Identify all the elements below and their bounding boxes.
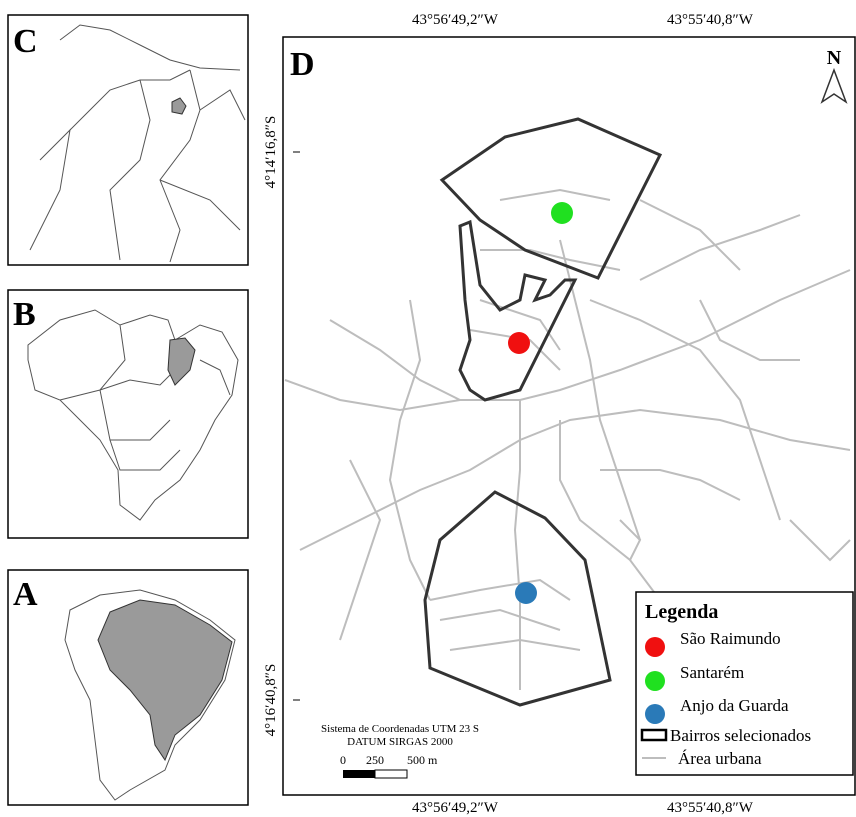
scale-label: 500 m [407,753,438,767]
scale-label: 0 [340,753,346,767]
panel-label: A [13,576,38,613]
scale-bar [375,770,407,778]
legend-label: Santarém [680,663,744,682]
scale-bar [343,770,375,778]
scale-label: 250 [366,753,384,767]
scale-system: Sistema de Coordenadas UTM 23 S [321,723,479,735]
north-label: N [827,47,842,69]
legend-swatch [645,704,665,724]
legend-label: Bairros selecionados [670,726,811,745]
legend-label: Anjo da Guarda [680,696,789,715]
legend-swatch [645,637,665,657]
legend-label: São Raimundo [680,629,781,648]
location-point [515,582,537,604]
coordinate-label: 43°55′40,8″W [667,12,754,28]
coordinate-label: 4°16′40,8″S [263,664,279,737]
legend-label: Área urbana [678,749,762,768]
panel-label: B [13,296,36,333]
location-point [551,202,573,224]
coordinate-label: 4°14′16,8″S [263,116,279,189]
panel-label: D [290,46,315,83]
location-point [508,332,530,354]
legend-swatch [645,671,665,691]
map-figure: C B A D 43°56′49,2″W 43°55′40,8″W 43°56′… [0,0,856,817]
coordinate-label: 43°55′40,8″W [667,800,754,816]
panel-c [8,15,248,265]
legend-swatch [642,730,666,740]
panel-b [8,290,248,538]
legend-title: Legenda [645,601,718,623]
coordinate-label: 43°56′49,2″W [412,800,499,816]
scale-datum: DATUM SIRGAS 2000 [347,736,453,748]
panel-label: C [13,23,38,60]
coordinate-label: 43°56′49,2″W [412,12,499,28]
